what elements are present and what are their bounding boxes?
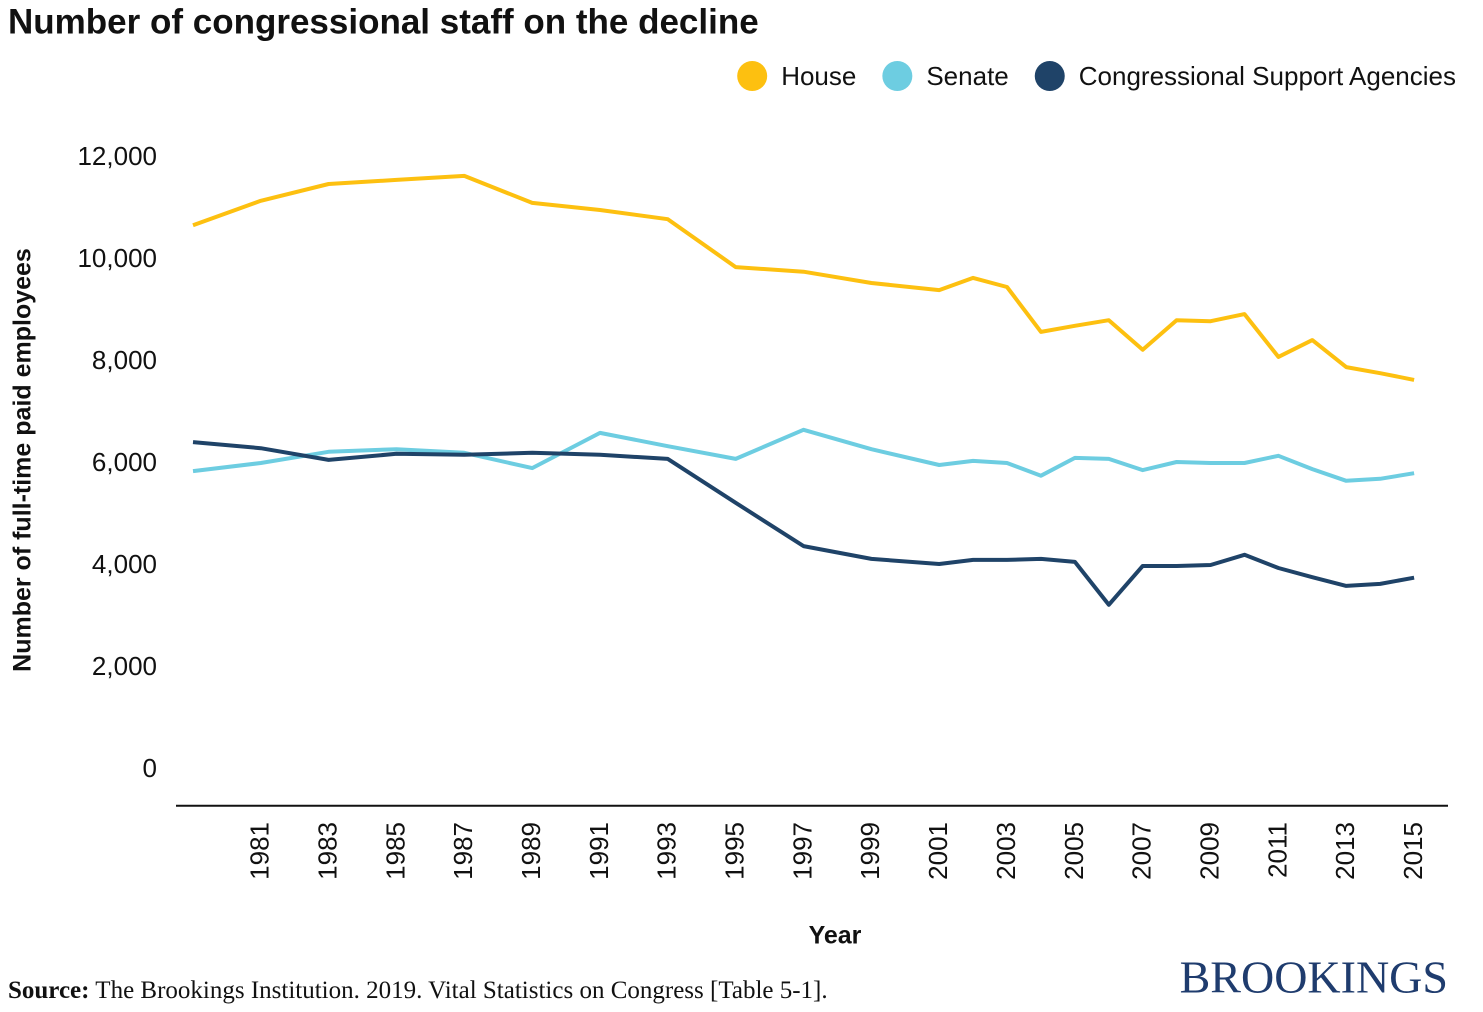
y-tick-label: 6,000: [92, 447, 157, 477]
y-tick-label: 12,000: [77, 141, 157, 171]
series-line: [192, 173, 1415, 382]
x-tick-label: 1995: [720, 822, 750, 880]
y-tick-label: 10,000: [77, 243, 157, 273]
legend-label: House: [781, 61, 856, 91]
x-tick-label: 1987: [448, 822, 478, 880]
legend-marker: [1034, 61, 1065, 91]
x-tick-label: 1991: [584, 822, 614, 880]
y-tick-label: 8,000: [92, 345, 157, 375]
y-tick-label: 4,000: [92, 549, 157, 579]
x-axis-title: Year: [809, 922, 862, 950]
x-tick-label: 1983: [313, 822, 343, 880]
source-label: Source:: [8, 977, 89, 1004]
x-tick-label: 1993: [652, 822, 682, 880]
x-tick-label: 2009: [1194, 822, 1224, 880]
legend-marker: [737, 61, 768, 91]
x-tick-label: 1985: [380, 822, 410, 880]
x-tick-label: 2001: [923, 822, 953, 880]
legend: Congressional Support Agencies Senate Hous…: [737, 61, 1456, 91]
x-tick-label: 2007: [1127, 822, 1157, 880]
y-tick-label: 0: [143, 753, 157, 783]
x-tick-label: 2003: [991, 822, 1021, 880]
x-tick-label: 1989: [516, 822, 546, 880]
x-tick-label: 2005: [1059, 822, 1089, 880]
y-axis-title: Number of full-time paid employees: [9, 248, 37, 672]
x-tick-label: 1999: [855, 822, 885, 880]
logo: BROOKINGS: [1180, 952, 1448, 1003]
y-tick-label: 2,000: [92, 651, 157, 681]
source-text: The Brookings Institution. 2019. Vital S…: [95, 977, 827, 1004]
series-line: [192, 440, 1415, 607]
legend-label: Senate: [926, 61, 1008, 91]
source: Source: The Brookings Institution. 2019.…: [8, 977, 828, 1004]
x-tick-label: 1981: [245, 822, 275, 880]
legend-marker: [882, 61, 913, 91]
x-tick-label: 2015: [1398, 822, 1428, 880]
legend-label: Congressional Support Agencies: [1079, 61, 1456, 91]
x-tick-label: 2013: [1330, 822, 1360, 880]
chart-title: Number of congressional staff on the dec…: [8, 2, 759, 41]
x-tick-label: 1997: [787, 822, 817, 880]
x-tick-label: 2011: [1262, 822, 1292, 878]
